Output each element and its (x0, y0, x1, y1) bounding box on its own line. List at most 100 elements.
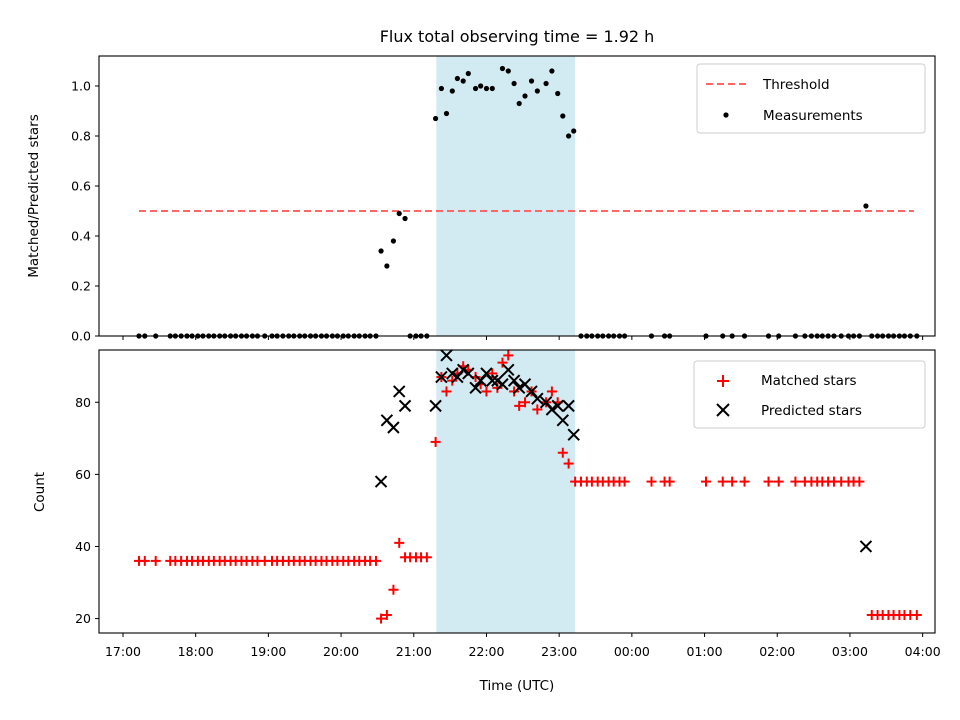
matched-star-point (619, 476, 630, 487)
matched-star-point (381, 609, 392, 620)
measurement-point (483, 85, 490, 92)
predicted-star-point (556, 414, 570, 427)
predicted-star-marker-b (859, 540, 873, 553)
predicted-star-point (567, 428, 580, 441)
top-panel-legend: Threshold Measurements (696, 63, 926, 134)
measurement-point (549, 68, 555, 74)
predicted-star-point (393, 385, 406, 398)
x-tick-label: 00:00 (614, 644, 650, 659)
y-tick-label: 0.0 (71, 329, 91, 344)
measurement-point (384, 263, 390, 269)
measurement-point (378, 248, 384, 254)
measurement-point (443, 110, 450, 117)
matched-star-point (370, 555, 381, 566)
measurement-point (511, 80, 517, 87)
matched-star-point (481, 386, 492, 397)
y-tick-label: 0.4 (71, 229, 91, 244)
predicted-star-point (387, 421, 400, 434)
predicted-star-point (462, 367, 475, 380)
x-tick-label: 02:00 (759, 644, 795, 659)
predicted-star-point (440, 349, 453, 362)
predicted-star-marker-b (480, 367, 493, 380)
measurement-point (534, 88, 540, 94)
predicted-star-marker-b (539, 396, 553, 409)
shaded-interval-band (436, 350, 576, 633)
predicted-star-marker-b (502, 363, 515, 377)
predicted-star-marker-b (507, 374, 521, 387)
predicted-star-point (486, 374, 499, 387)
predicted-star-marker-b (398, 399, 412, 413)
x-tick-label: 19:00 (250, 644, 286, 659)
matched-star-point (854, 476, 865, 487)
y-tick-label: 1.0 (71, 79, 91, 94)
predicted-star-marker-b (491, 374, 504, 387)
predicted-star-point (551, 399, 564, 413)
matched-star-point (376, 613, 387, 624)
predicted-star-marker-b (387, 421, 400, 434)
measurement-point (478, 83, 484, 89)
matched-star-point (519, 397, 530, 408)
matched-star-point (563, 458, 574, 469)
predicted-star-marker-b (374, 475, 388, 488)
measurement-point (543, 80, 549, 87)
predicted-star-marker-b (440, 349, 453, 362)
top-panel-legend-box (696, 63, 926, 134)
legend-matched-label: Matched stars (761, 373, 857, 389)
measurement-point (402, 215, 408, 222)
top-panel-frame (98, 55, 936, 337)
y-tick-label: 60 (75, 467, 91, 482)
top-panel-x-ticks (122, 336, 924, 340)
y-tick-label: 0.2 (71, 279, 91, 294)
matched-star-point (421, 552, 432, 563)
measurement-point (465, 70, 471, 77)
matched-star-point (509, 386, 520, 397)
top-panel-shaded-interval (436, 56, 576, 336)
bottom-panel-legend-box (693, 360, 926, 429)
predicted-star-point (545, 403, 559, 416)
x-tick-label: 18:00 (178, 644, 214, 659)
x-axis-label: Time (UTC) (479, 678, 555, 694)
measurement-point (489, 85, 495, 92)
matched-star-point (701, 476, 712, 487)
x-tick-label: 01:00 (687, 644, 723, 659)
matched-star-point (503, 350, 514, 361)
matched-star-point (532, 404, 543, 415)
measurement-point (571, 128, 577, 134)
measurement-point (528, 78, 535, 84)
legend-threshold-label: Threshold (762, 77, 830, 93)
measurement-point (560, 113, 566, 119)
measurement-point (505, 68, 511, 74)
matched-star-point (514, 400, 525, 411)
predicted-star-marker-b (496, 378, 509, 391)
predicted-star-marker-b (525, 385, 538, 398)
matched-star-point (430, 436, 441, 447)
measurement-point (390, 238, 397, 244)
measurement-point (522, 93, 528, 99)
y-tick-label: 0.6 (71, 179, 91, 194)
bottom-panel-legend: Matched stars Predicted stars (693, 360, 926, 429)
bottom-panel: 20 40 60 80 17:00 18:00 19:00 20:00 21:00 22:00 2… (32, 349, 941, 694)
predicted-star-marker-b (567, 428, 580, 441)
measurement-point (863, 203, 869, 209)
matched-star-point (388, 584, 399, 595)
bottom-panel-x-ticks: 17:00 18:00 19:00 20:00 21:00 22:00 23:00 00:00… (105, 633, 941, 659)
matched-star-point (664, 476, 675, 487)
x-tick-label: 03:00 (832, 644, 868, 659)
matched-star-point (790, 476, 801, 487)
matched-star-point (546, 386, 557, 397)
measurement-point (454, 75, 460, 82)
measurement-point (432, 115, 439, 122)
predicted-star-point (496, 378, 509, 391)
matched-star-point (441, 386, 452, 397)
predicted-star-point (469, 381, 482, 395)
matched-star-point (447, 375, 458, 386)
predicted-star-point (429, 399, 442, 413)
matched-star-point (773, 476, 784, 487)
predicted-star-point (374, 475, 388, 488)
matched-star-point (727, 476, 738, 487)
predicted-star-point (502, 363, 515, 377)
predicted-star-point (531, 392, 544, 405)
predicted-star-marker-b (456, 363, 470, 377)
measurement-point (438, 85, 444, 92)
bottom-panel-shaded-interval (436, 350, 576, 633)
